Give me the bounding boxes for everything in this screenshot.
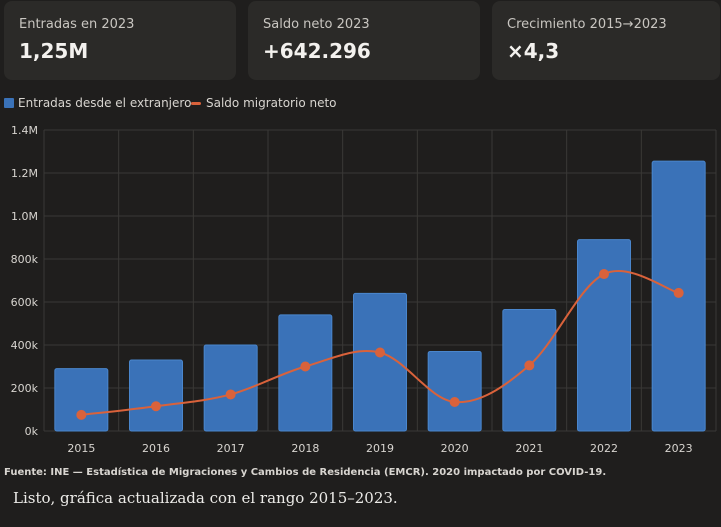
point-net-balance-2016[interactable] (151, 401, 161, 412)
bar-entries-2020[interactable] (427, 350, 482, 432)
legend-swatch-bar (4, 98, 14, 108)
bar-entries-2017[interactable] (203, 344, 258, 432)
kpi-card-net-balance: Saldo neto 2023 +642.296 (248, 1, 480, 80)
kpi-value: +642.296 (263, 39, 371, 63)
y-tick-label: 1.4M (11, 124, 38, 137)
point-net-balance-2023[interactable] (673, 287, 684, 298)
x-tick-label: 2022 (590, 442, 618, 455)
bar-entries-2019[interactable] (353, 292, 407, 432)
kpi-value: 1,25M (19, 39, 89, 63)
y-tick-label: 200k (11, 382, 39, 395)
bar-entries-2015[interactable] (54, 368, 109, 432)
kpi-value: ×4,3 (507, 39, 560, 63)
bar-entries-2022[interactable] (577, 239, 631, 432)
point-net-balance-2019[interactable] (375, 347, 385, 358)
kpi-label: Crecimiento 2015→2023 (507, 17, 667, 32)
x-tick-label: 2021 (515, 442, 543, 455)
point-net-balance-2021[interactable] (524, 360, 535, 371)
kpi-card-growth: Crecimiento 2015→2023 ×4,3 (492, 1, 720, 80)
x-tick-label: 2019 (366, 442, 394, 455)
legend-item-line[interactable]: Saldo migratorio neto (191, 96, 337, 110)
y-tick-label: 0k (25, 425, 39, 438)
x-tick-label: 2016 (142, 442, 170, 455)
kpi-card-entries: Entradas en 2023 1,25M (4, 1, 236, 80)
migration-chart: 0k 200k 400k 600k 800k 1.0M 1.2M 1.4M 2015 2016 20… (11, 124, 717, 455)
kpi-label: Saldo neto 2023 (263, 17, 370, 32)
y-tick-label: 600k (11, 296, 39, 309)
x-tick-label: 2017 (217, 442, 245, 455)
source-note: Fuente: INE — Estadística de Migraciones… (4, 467, 607, 478)
point-net-balance-2017[interactable] (225, 389, 236, 400)
bar-entries-2016[interactable] (129, 359, 183, 432)
point-net-balance-2018[interactable] (300, 361, 311, 372)
x-tick-label: 2020 (441, 442, 469, 455)
assistant-message: Listo, gráfica actualizada con el rango … (13, 489, 398, 507)
line-net-balance (81, 270, 679, 416)
y-tick-label: 1.0M (11, 210, 38, 223)
y-tick-label: 800k (11, 253, 39, 266)
y-tick-label: 1.2M (11, 167, 38, 180)
x-tick-label: 2015 (67, 442, 95, 455)
point-net-balance-2015[interactable] (76, 409, 87, 420)
legend-label-line: Saldo migratorio neto (206, 96, 337, 110)
legend-item-bars[interactable]: Entradas desde el extranjero (4, 96, 191, 110)
bar-entries-2018[interactable] (278, 314, 333, 432)
legend-swatch-line (191, 101, 201, 105)
x-tick-label: 2023 (665, 442, 693, 455)
x-tick-label: 2018 (291, 442, 319, 455)
kpi-cards: Entradas en 2023 1,25M Saldo neto 2023 +… (4, 1, 720, 81)
point-net-balance-2020[interactable] (449, 396, 460, 407)
kpi-label: Entradas en 2023 (19, 17, 135, 32)
y-tick-label: 400k (11, 339, 39, 352)
point-net-balance-2022[interactable] (599, 269, 609, 280)
legend-label-bars: Entradas desde el extranjero (18, 96, 192, 110)
